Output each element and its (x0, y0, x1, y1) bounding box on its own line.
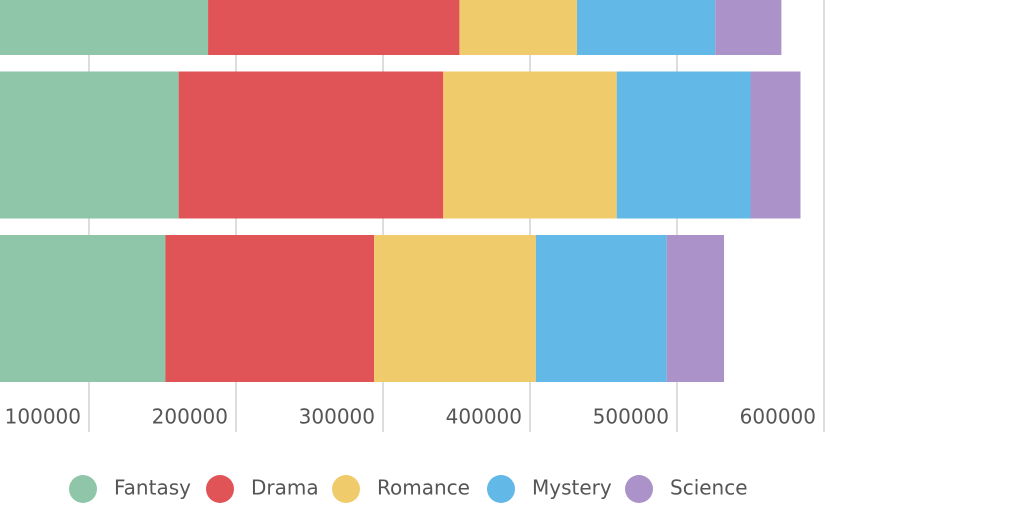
bar-segment (715, 0, 782, 55)
bar-segment (0, 235, 166, 382)
legend-marker (69, 475, 97, 503)
bar-segment (0, 0, 209, 55)
bar-segment (577, 0, 716, 55)
x-tick-label: 300000 (299, 405, 375, 429)
legend-label: Drama (251, 476, 319, 500)
legend-label: Fantasy (114, 476, 191, 500)
x-tick-label: 100000 (5, 405, 81, 429)
bar-segment (208, 0, 460, 55)
x-tick-label: 400000 (446, 405, 522, 429)
bar-segment (666, 235, 725, 382)
bar-segment (443, 71, 617, 219)
bar-segment (374, 235, 536, 382)
legend-label: Science (670, 476, 748, 500)
bar-segment (0, 71, 179, 219)
legend-label: Romance (377, 476, 470, 500)
bar-segment (750, 71, 801, 219)
bar-segment (178, 71, 444, 219)
x-tick-label: 500000 (593, 405, 669, 429)
bar-segment (535, 235, 667, 382)
x-tick-label: 600000 (740, 405, 816, 429)
legend-marker (625, 475, 653, 503)
legend-marker (487, 475, 515, 503)
x-tick-label: 200000 (152, 405, 228, 429)
bar-segment (616, 71, 751, 219)
legend-marker (332, 475, 360, 503)
legend-label: Mystery (532, 476, 612, 500)
bar-segment (459, 0, 578, 55)
legend-marker (206, 475, 234, 503)
bar-segment (165, 235, 375, 382)
